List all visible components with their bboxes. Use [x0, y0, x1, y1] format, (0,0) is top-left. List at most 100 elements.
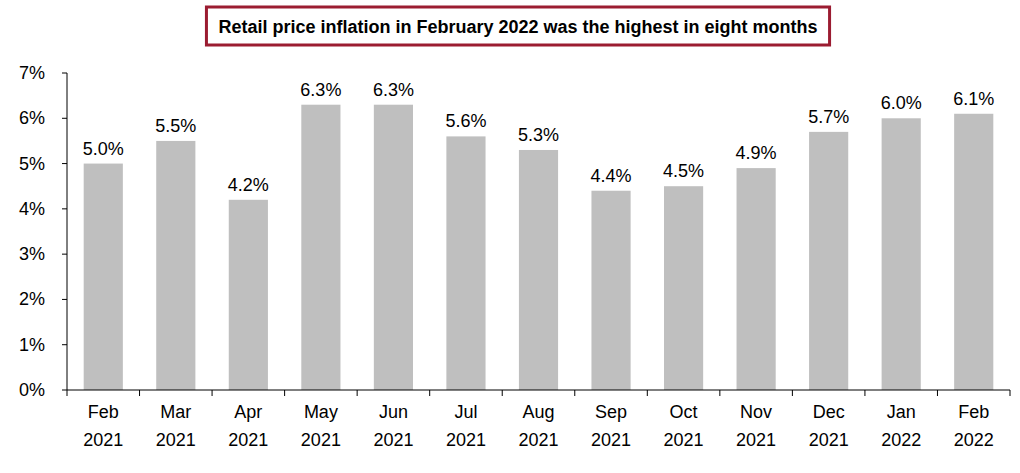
x-tick-label: May 2021: [301, 402, 341, 450]
x-tick-label-line: Jan: [887, 402, 916, 422]
data-label: 5.3%: [518, 125, 559, 145]
x-tick-label: Jul 2021: [446, 402, 486, 450]
bars: [84, 105, 994, 390]
x-tick-label-line: 2021: [736, 430, 776, 450]
x-tick-label: Aug 2021: [518, 402, 558, 450]
y-tick: [62, 344, 67, 345]
x-tick-label-line: Jul: [454, 402, 477, 422]
x-tick: [502, 390, 503, 396]
bar: [882, 118, 921, 390]
x-tick-label: Nov 2021: [736, 402, 776, 450]
bar: [229, 200, 268, 390]
x-tick: [357, 390, 358, 396]
x-tick: [139, 390, 140, 396]
x-tick-label-line: 2021: [809, 430, 849, 450]
bar: [737, 168, 776, 390]
x-tick: [864, 390, 865, 396]
x-tick: [792, 390, 793, 396]
bar: [374, 105, 413, 390]
x-tick-label-line: 2021: [156, 430, 196, 450]
y-tick: [62, 299, 67, 300]
bar: [84, 164, 123, 390]
data-label: 5.6%: [445, 111, 486, 131]
data-label: 5.0%: [83, 139, 124, 159]
y-tick: [62, 390, 67, 391]
x-tick-label-line: 2021: [518, 430, 558, 450]
x-tick: [574, 390, 575, 396]
x-tick-label-line: 2021: [591, 430, 631, 450]
bar: [664, 186, 703, 390]
x-tick-label-line: May: [304, 402, 338, 422]
y-tick-label: 3%: [19, 244, 45, 264]
y-tick-label: 4%: [19, 199, 45, 219]
x-tick: [284, 390, 285, 396]
data-label: 4.5%: [663, 161, 704, 181]
x-tick: [719, 390, 720, 396]
data-label: 6.1%: [953, 89, 994, 109]
x-tick: [212, 390, 213, 396]
x-tick: [429, 390, 430, 396]
y-axis: [67, 73, 68, 390]
y-tick: [62, 254, 67, 255]
data-label: 4.9%: [736, 143, 777, 163]
x-tick-label-line: Dec: [813, 402, 845, 422]
y-tick: [62, 208, 67, 209]
x-tick-label: Mar 2021: [156, 402, 196, 450]
x-tick-label-line: Nov: [740, 402, 772, 422]
data-label: 6.3%: [300, 80, 341, 100]
x-tick-label: Sep 2021: [591, 402, 631, 450]
bar: [156, 141, 195, 390]
chart: Retail price inflation in February 2022 …: [0, 0, 1020, 473]
y-tick-label: 0%: [19, 380, 45, 400]
x-tick-label-line: Mar: [160, 402, 191, 422]
x-tick: [1010, 390, 1011, 396]
x-tick: [647, 390, 648, 396]
x-tick-label-line: 2021: [373, 430, 413, 450]
x-tick-label-line: 2022: [954, 430, 994, 450]
x-tick-label-line: Jun: [379, 402, 408, 422]
x-tick-label: Dec 2021: [809, 402, 849, 450]
x-tick-label: Feb 2022: [954, 402, 994, 450]
x-tick-label-line: 2021: [664, 430, 704, 450]
y-tick-label: 2%: [19, 289, 45, 309]
x-tick-label-line: Sep: [595, 402, 627, 422]
x-tick-label: Jan2022: [881, 402, 921, 450]
bar: [446, 136, 485, 390]
bar: [954, 114, 993, 390]
y-tick-label: 1%: [19, 335, 45, 355]
x-tick-label-line: 2021: [301, 430, 341, 450]
x-tick-label: Oct 2021: [664, 402, 704, 450]
bar: [591, 191, 630, 390]
x-tick-label-line: Feb: [958, 402, 989, 422]
x-tick-label: Apr 2021: [228, 402, 268, 450]
bar: [519, 150, 558, 390]
x-tick-label-line: 2021: [83, 430, 123, 450]
x-tick-label: Feb 2021: [83, 402, 123, 450]
x-tick: [937, 390, 938, 396]
y-tick-label: 6%: [19, 108, 45, 128]
y-tick: [62, 118, 67, 119]
y-tick-label: 5%: [19, 154, 45, 174]
bar: [809, 132, 848, 390]
title: Retail price inflation in February 2022 …: [218, 17, 817, 37]
x-axis: [67, 390, 1010, 391]
y-tick: [62, 163, 67, 164]
x-tick: [67, 390, 68, 396]
data-label: 5.5%: [155, 116, 196, 136]
title-box: [206, 7, 829, 45]
x-tick-label: Jun 2021: [373, 402, 413, 450]
data-label: 6.3%: [373, 80, 414, 100]
title-group: Retail price inflation in February 2022 …: [206, 7, 829, 45]
data-label: 4.4%: [591, 166, 632, 186]
data-label: 6.0%: [881, 93, 922, 113]
data-label: 5.7%: [808, 107, 849, 127]
x-tick-label-line: Feb: [88, 402, 119, 422]
x-tick-label-line: Apr: [234, 402, 262, 422]
y-tick: [62, 73, 67, 74]
x-tick-label-line: Oct: [670, 402, 698, 422]
x-tick-label-line: 2021: [446, 430, 486, 450]
x-tick-label-line: 2021: [228, 430, 268, 450]
data-label: 4.2%: [228, 175, 269, 195]
x-tick-label-line: Aug: [522, 402, 554, 422]
bar: [301, 105, 340, 390]
